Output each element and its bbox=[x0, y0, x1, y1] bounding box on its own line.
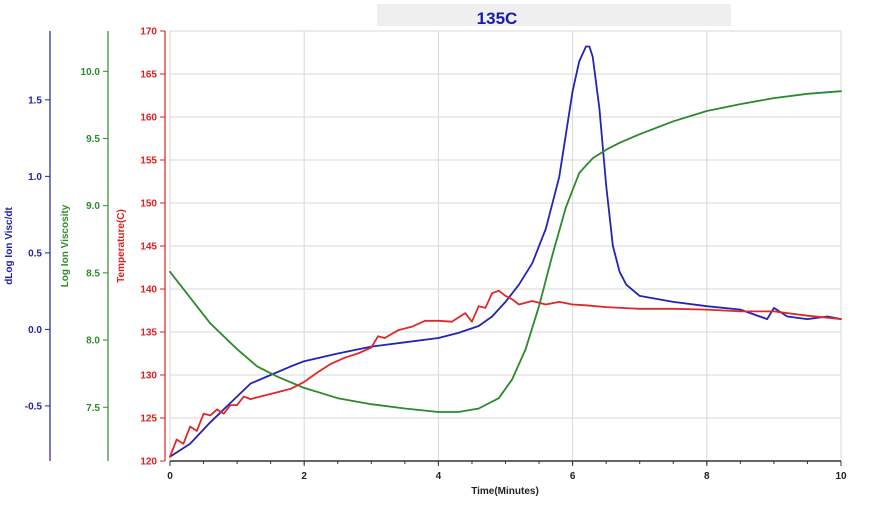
x-tick-label: 10 bbox=[835, 471, 847, 482]
y-tick-label: 1.0 bbox=[28, 172, 42, 183]
y-tick-label: 9.0 bbox=[86, 201, 100, 212]
x-tick-label: 4 bbox=[436, 471, 442, 482]
y-tick-label: 7.5 bbox=[86, 403, 100, 414]
y-axis-dlog: -0.5 0.0 0.5 1.0 1.5 bbox=[25, 31, 51, 461]
x-tick-label: 8 bbox=[704, 471, 710, 482]
y-tick-label: 125 bbox=[140, 414, 157, 425]
y-tick-label: 160 bbox=[140, 113, 157, 124]
y-tick-label: 9.5 bbox=[86, 134, 100, 145]
y-tick-label: 120 bbox=[140, 457, 157, 468]
y-tick-label: 140 bbox=[140, 285, 157, 296]
y-axis-label-logvisc: Log Ion Viscosity bbox=[60, 204, 71, 287]
x-tick-label: 6 bbox=[570, 471, 576, 482]
y-axis-temperature: 120 125 130 135 140 145 150 155 160 165 170 bbox=[140, 27, 166, 468]
x-axis-label: Time(Minutes) bbox=[471, 486, 539, 497]
x-axis-ticks: 0 2 4 6 8 10 bbox=[167, 461, 847, 482]
series-line-0 bbox=[169, 45, 842, 458]
series-line-1 bbox=[169, 90, 842, 413]
y-tick-label: 10.0 bbox=[81, 67, 101, 78]
y-tick-label: 150 bbox=[140, 199, 157, 210]
x-tick-label: 0 bbox=[167, 471, 173, 482]
series-line-2 bbox=[169, 289, 842, 458]
y-tick-label: 1.5 bbox=[28, 95, 42, 106]
y-tick-label: 0.5 bbox=[28, 248, 42, 259]
y-tick-label: -0.5 bbox=[25, 401, 43, 412]
y-axis-label-temperature: Temperature(C) bbox=[116, 209, 127, 283]
y-tick-label: 145 bbox=[140, 242, 157, 253]
title-band bbox=[377, 4, 731, 26]
y-tick-label: 135 bbox=[140, 328, 157, 339]
y-tick-label: 8.0 bbox=[86, 336, 100, 347]
chart-title: 135C bbox=[477, 9, 518, 28]
y-axis-label-dlog: dLog Ion Visc/dt bbox=[4, 207, 15, 285]
y-tick-label: 155 bbox=[140, 156, 157, 167]
series-layer bbox=[169, 45, 842, 458]
y-tick-label: 165 bbox=[140, 70, 157, 81]
y-axis-logvisc: 7.5 8.0 8.5 9.0 9.5 10.0 bbox=[81, 31, 109, 461]
x-tick-label: 2 bbox=[301, 471, 307, 482]
y-tick-label: 8.5 bbox=[86, 268, 100, 279]
y-tick-label: 130 bbox=[140, 371, 157, 382]
y-tick-label: 170 bbox=[140, 27, 157, 38]
y-tick-label: 0.0 bbox=[28, 325, 42, 336]
